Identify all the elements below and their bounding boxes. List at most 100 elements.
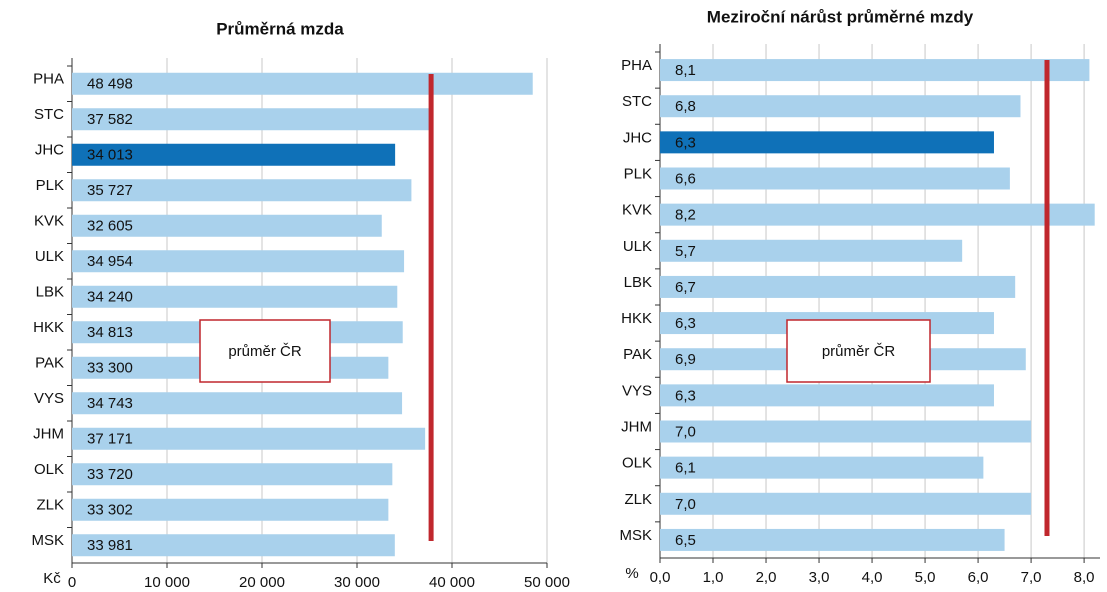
y-tick-label: LBK bbox=[36, 284, 64, 301]
y-tick-label: ZLK bbox=[624, 491, 652, 508]
y-tick-label: HKK bbox=[621, 310, 652, 327]
y-tick-label: JHC bbox=[35, 142, 64, 159]
data-label: 34 743 bbox=[87, 395, 133, 412]
bar bbox=[660, 131, 994, 154]
bar bbox=[72, 427, 426, 450]
data-label: 8,1 bbox=[675, 62, 696, 79]
y-tick-label: PLK bbox=[36, 177, 64, 194]
y-tick-label: MSK bbox=[619, 527, 652, 544]
data-label: 6,1 bbox=[675, 460, 696, 477]
data-label: 8,2 bbox=[675, 207, 696, 224]
annotation: průměr ČR bbox=[822, 343, 896, 360]
bar bbox=[660, 420, 1032, 443]
x-tick-label: 8,0 bbox=[1074, 569, 1095, 586]
y-tick-label: STC bbox=[34, 106, 64, 123]
bar bbox=[72, 143, 396, 166]
data-label: 6,3 bbox=[675, 387, 696, 404]
data-label: 33 302 bbox=[87, 502, 133, 519]
x-tick-label: 20 000 bbox=[239, 574, 285, 591]
data-label: 34 813 bbox=[87, 324, 133, 341]
x-tick-label: 4,0 bbox=[862, 569, 883, 586]
y-tick-label: JHC bbox=[623, 129, 652, 146]
x-tick-label: 10 000 bbox=[144, 574, 190, 591]
y-tick-label: LBK bbox=[624, 274, 652, 291]
data-label: 7,0 bbox=[675, 496, 696, 513]
x-axis-unit: Kč bbox=[43, 570, 61, 587]
x-tick-label: 6,0 bbox=[968, 569, 989, 586]
data-label: 48 498 bbox=[87, 76, 133, 93]
y-tick-label: KVK bbox=[34, 213, 64, 230]
data-label: 33 720 bbox=[87, 466, 133, 483]
bar bbox=[72, 179, 412, 202]
y-tick-label: MSK bbox=[31, 532, 64, 549]
y-tick-label: PLK bbox=[624, 165, 652, 182]
bar bbox=[72, 108, 430, 131]
x-tick-label: 40 000 bbox=[429, 574, 475, 591]
y-tick-label: KVK bbox=[622, 202, 652, 219]
chart-title: Průměrná mzda bbox=[216, 19, 344, 38]
x-tick-label: 5,0 bbox=[915, 569, 936, 586]
data-label: 37 171 bbox=[87, 431, 133, 448]
data-label: 34 240 bbox=[87, 289, 133, 306]
y-tick-label: ULK bbox=[623, 238, 652, 255]
bar bbox=[660, 239, 963, 262]
data-label: 6,8 bbox=[675, 98, 696, 115]
data-label: 34 954 bbox=[87, 253, 133, 270]
y-tick-label: PAK bbox=[623, 346, 652, 363]
x-tick-label: 2,0 bbox=[756, 569, 777, 586]
bar bbox=[660, 95, 1021, 118]
data-label: 33 300 bbox=[87, 360, 133, 377]
data-label: 6,3 bbox=[675, 134, 696, 151]
chart: Meziroční nárůst průměrné mzdy 0,0 1,0 2,0 3… bbox=[619, 7, 1100, 586]
bar bbox=[72, 250, 405, 273]
x-tick-label: 3,0 bbox=[809, 569, 830, 586]
chart: Průměrná mzda 0 10 000 20 000 30 000 40 000 50… bbox=[31, 19, 569, 590]
data-label: 37 582 bbox=[87, 111, 133, 128]
annotation: průměr ČR bbox=[228, 343, 302, 360]
data-label: 34 013 bbox=[87, 147, 133, 164]
x-axis-unit: % bbox=[625, 565, 638, 582]
x-tick-label: 50 000 bbox=[524, 574, 570, 591]
bar bbox=[660, 59, 1090, 82]
data-label: 6,5 bbox=[675, 532, 696, 549]
y-tick-label: ZLK bbox=[36, 497, 64, 514]
y-tick-label: ULK bbox=[35, 248, 64, 265]
chart-title: Meziroční nárůst průměrné mzdy bbox=[707, 7, 974, 26]
data-label: 33 981 bbox=[87, 537, 133, 554]
y-tick-label: HKK bbox=[33, 319, 64, 336]
bar bbox=[660, 167, 1010, 190]
data-label: 6,9 bbox=[675, 351, 696, 368]
bar bbox=[72, 72, 533, 95]
bar bbox=[660, 492, 1032, 515]
bar bbox=[660, 456, 984, 479]
bar bbox=[72, 534, 395, 557]
data-label: 6,6 bbox=[675, 170, 696, 187]
bar bbox=[72, 463, 393, 486]
data-label: 5,7 bbox=[675, 243, 696, 260]
x-tick-label: 0,0 bbox=[650, 569, 671, 586]
y-tick-label: OLK bbox=[34, 461, 64, 478]
y-tick-label: JHM bbox=[33, 426, 64, 443]
y-tick-label: STC bbox=[622, 93, 652, 110]
y-tick-label: VYS bbox=[34, 390, 64, 407]
bar bbox=[660, 203, 1095, 226]
y-tick-label: PHA bbox=[621, 57, 652, 74]
bar bbox=[660, 384, 994, 407]
x-tick-label: 30 000 bbox=[334, 574, 380, 591]
annotation-box bbox=[786, 319, 931, 383]
bar bbox=[72, 214, 382, 237]
bar bbox=[660, 528, 1005, 551]
y-tick-label: PAK bbox=[35, 355, 64, 372]
data-label: 6,7 bbox=[675, 279, 696, 296]
y-tick-label: OLK bbox=[622, 455, 652, 472]
x-tick-label: 7,0 bbox=[1021, 569, 1042, 586]
bar bbox=[660, 275, 1016, 298]
data-label: 32 605 bbox=[87, 218, 133, 235]
data-label: 6,3 bbox=[675, 315, 696, 332]
bar bbox=[72, 392, 403, 415]
annotation-box bbox=[199, 319, 331, 383]
data-label: 7,0 bbox=[675, 423, 696, 440]
x-tick-label: 0 bbox=[68, 574, 76, 591]
bar bbox=[72, 285, 398, 308]
